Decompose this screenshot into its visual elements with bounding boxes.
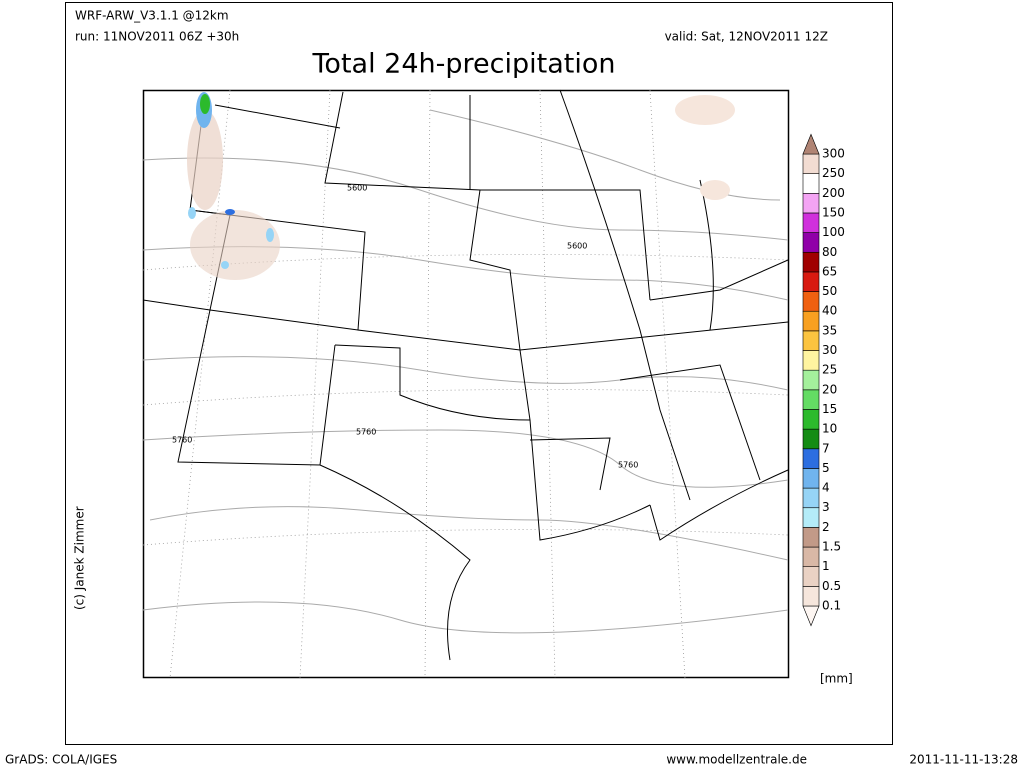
colorbar-label: 20 — [822, 382, 837, 396]
unit-label: [mm] — [820, 672, 853, 686]
colorbar-label: 15 — [822, 402, 837, 416]
colorbar-box — [802, 448, 820, 469]
colorbar-box — [802, 153, 820, 174]
colorbar-box — [802, 193, 820, 214]
colorbar-label: 40 — [822, 304, 837, 318]
software-label: GrADS: COLA/IGES — [5, 753, 117, 767]
map-frame — [142, 89, 790, 679]
colorbar-box — [802, 251, 820, 273]
colorbar-box — [802, 271, 820, 292]
colorbar-label: 100 — [822, 225, 845, 239]
model-label: WRF-ARW_V3.1.1 @12km — [75, 9, 229, 23]
colorbar-box — [802, 232, 820, 253]
colorbar-label: 2 — [822, 520, 830, 534]
colorbar-box — [802, 291, 820, 312]
borders — [142, 89, 789, 661]
colorbar-box — [802, 428, 820, 450]
graticule — [142, 89, 789, 679]
contour-label: 5600 — [347, 184, 367, 193]
colorbar-label: 7 — [822, 441, 830, 455]
copyright: (c) Janek Zimmer — [73, 506, 87, 610]
height-contours — [142, 109, 789, 634]
colorbar-box — [802, 586, 820, 607]
colorbar-label: 50 — [822, 284, 837, 298]
colorbar-label: 25 — [822, 363, 837, 377]
colorbar-label: 200 — [822, 186, 845, 200]
contour-label: 5760 — [172, 436, 192, 445]
colorbar-box — [802, 350, 820, 371]
colorbar-box — [802, 330, 820, 351]
contour-label: 5760 — [356, 428, 376, 437]
colorbar-label: 150 — [822, 205, 845, 219]
colorbar-box — [802, 546, 820, 567]
colorbar-box — [802, 527, 820, 548]
colorbar-box — [802, 369, 820, 391]
run-label: run: 11NOV2011 06Z +30h — [75, 30, 239, 44]
colorbar-box — [802, 389, 820, 410]
colorbar: 0.1 0.5 1 1.5 2 3 4 5 7 10 15 20 25 30 35 40 50 65 80 100 15… — [802, 133, 845, 627]
colorbar-box — [802, 566, 820, 587]
contour-label: 5600 — [567, 242, 587, 251]
colorbar-box — [802, 173, 820, 194]
colorbar-label: 65 — [822, 264, 837, 278]
colorbar-label: 4 — [822, 481, 830, 495]
colorbar-box — [802, 212, 820, 233]
title: Total 24h-precipitation — [312, 49, 616, 80]
colorbar-label: 1 — [822, 559, 830, 573]
timestamp-label: 2011-11-11-13:28 — [909, 753, 1018, 767]
colorbar-label: 0.1 — [822, 599, 841, 613]
colorbar-label: 250 — [822, 166, 845, 180]
colorbar-label: 35 — [822, 323, 837, 337]
valid-label: valid: Sat, 12NOV2011 12Z — [665, 30, 828, 44]
colorbar-label: 300 — [822, 147, 845, 161]
contour-label: 5760 — [618, 461, 638, 470]
colorbar-triangle — [802, 605, 820, 627]
colorbar-label: 0.5 — [822, 579, 841, 593]
colorbar-box — [802, 409, 820, 430]
colorbar-triangle — [802, 133, 820, 155]
colorbar-label: 1.5 — [822, 540, 841, 554]
outer-frame — [65, 2, 893, 745]
colorbar-label: 80 — [822, 245, 837, 259]
colorbar-box — [802, 487, 820, 509]
precipitation — [187, 92, 735, 280]
colorbar-box — [802, 310, 820, 332]
colorbar-box — [802, 507, 820, 528]
website-label: www.modellzentrale.de — [666, 753, 807, 767]
map: 5600 5600 5760 5760 5760 — [142, 89, 790, 679]
colorbar-box — [802, 468, 820, 489]
colorbar-label: 30 — [822, 343, 837, 357]
colorbar-label: 10 — [822, 422, 837, 436]
colorbar-label: 5 — [822, 461, 830, 475]
colorbar-label: 3 — [822, 500, 830, 514]
